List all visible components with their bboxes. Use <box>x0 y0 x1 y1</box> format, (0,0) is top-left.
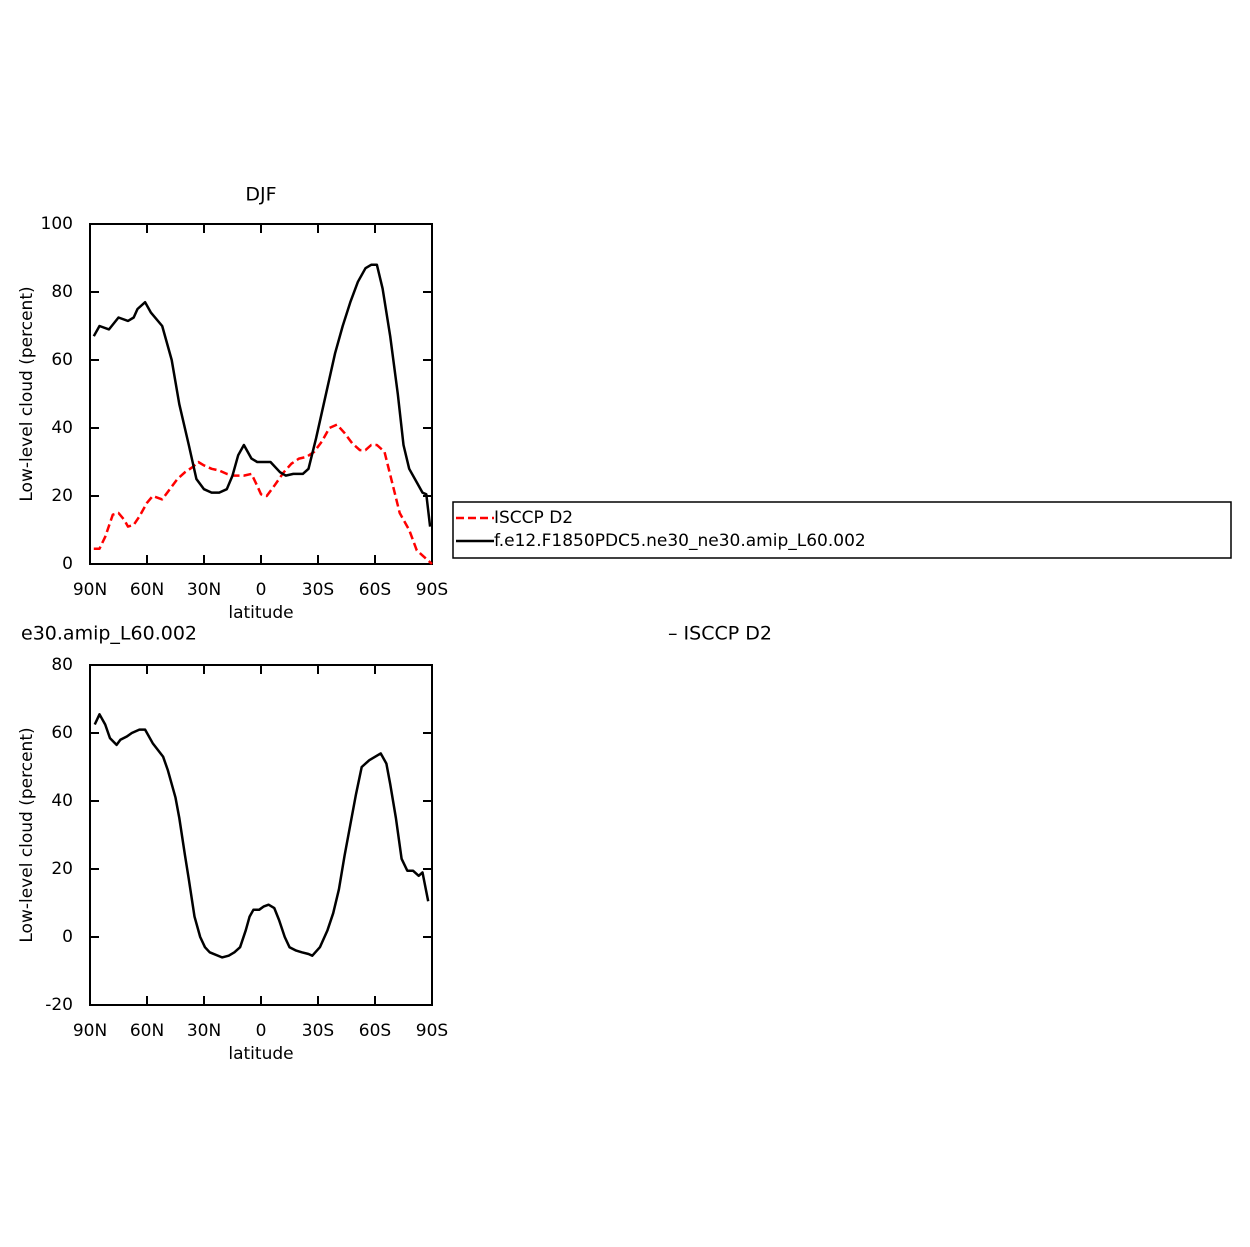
x-tick-label: 60S <box>359 580 391 600</box>
y-axis-label: Low-level cloud (percent) <box>17 286 37 501</box>
y-tick-label: 20 <box>51 486 73 506</box>
y-axis-label: Low-level cloud (percent) <box>17 727 37 942</box>
x-axis-label: latitude <box>228 1044 293 1064</box>
y-tick-label: -20 <box>45 995 73 1015</box>
y-tick-label: 0 <box>62 927 73 947</box>
y-tick-label: 20 <box>51 859 73 879</box>
x-tick-label: 90S <box>416 1021 448 1041</box>
plot-frame <box>89 664 433 1006</box>
x-tick-label: 30N <box>187 1021 221 1041</box>
y-tick-label: 80 <box>51 655 73 675</box>
x-axis-label: latitude <box>228 603 293 623</box>
x-tick-label: 0 <box>256 1021 267 1041</box>
data-line <box>93 713 430 959</box>
x-tick-label: 30S <box>302 1021 334 1041</box>
y-tick-label: 60 <box>51 350 73 370</box>
chart-subtitle: – ISCCP D2 <box>668 623 772 645</box>
chart-title: e30.amip_L60.002 <box>21 623 197 645</box>
data-line <box>93 423 433 565</box>
y-tick-label: 60 <box>51 723 73 743</box>
x-tick-label: 90N <box>73 1021 107 1041</box>
chart-title: DJF <box>245 184 276 206</box>
y-tick-label: 40 <box>51 418 73 438</box>
legend-label: f.e12.F1850PDC5.ne30_ne30.amip_L60.002 <box>494 531 866 551</box>
x-tick-label: 30S <box>302 580 334 600</box>
y-tick-label: 80 <box>51 282 73 302</box>
legend-box <box>452 501 1232 559</box>
x-tick-label: 60N <box>130 580 164 600</box>
x-tick-label: 90N <box>73 580 107 600</box>
x-tick-label: 30N <box>187 580 221 600</box>
y-tick-label: 0 <box>62 554 73 574</box>
x-tick-label: 60S <box>359 1021 391 1041</box>
y-tick-label: 40 <box>51 791 73 811</box>
y-tick-label: 100 <box>41 214 73 234</box>
x-tick-label: 0 <box>256 580 267 600</box>
x-tick-label: 60N <box>130 1021 164 1041</box>
x-tick-label: 90S <box>416 580 448 600</box>
legend-label: ISCCP D2 <box>494 508 573 528</box>
data-line <box>92 263 432 527</box>
